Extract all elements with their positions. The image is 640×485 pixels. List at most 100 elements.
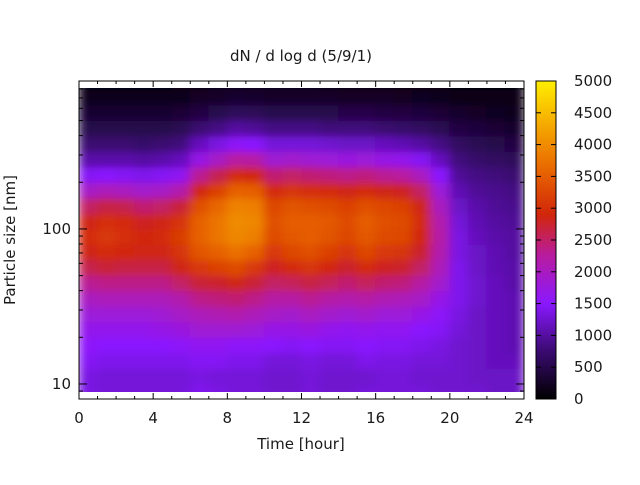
heatmap-cell xyxy=(486,321,506,338)
heatmap-cell xyxy=(430,383,451,392)
heatmap-cell xyxy=(263,321,284,338)
heatmap-cell xyxy=(152,321,173,338)
heatmap-cell xyxy=(189,212,210,230)
x-tick-label: 12 xyxy=(292,409,311,427)
heatmap-cell xyxy=(282,166,302,183)
heatmap-cell xyxy=(245,181,265,199)
heatmap-cell xyxy=(486,119,506,137)
heatmap-cell xyxy=(449,181,469,199)
heatmap-cell xyxy=(356,119,377,137)
heatmap-cell xyxy=(171,119,191,137)
heatmap-cell xyxy=(245,259,265,276)
heatmap-cell xyxy=(226,166,247,183)
heatmap-cell xyxy=(245,135,265,152)
heatmap-cell xyxy=(467,166,488,183)
heatmap-cell xyxy=(282,321,302,338)
x-tick-label: 16 xyxy=(366,409,385,427)
heatmap-cell xyxy=(338,336,358,354)
heatmap-cell xyxy=(189,367,210,385)
heatmap-cell xyxy=(504,104,524,121)
heatmap-cell xyxy=(430,305,451,323)
x-tick-label: 0 xyxy=(74,409,84,427)
heatmap-cell xyxy=(301,119,321,137)
heatmap-cell xyxy=(449,197,469,214)
heatmap-cell xyxy=(282,197,302,214)
heatmap-cell xyxy=(467,150,488,168)
heatmap-cell xyxy=(115,104,136,121)
heatmap-cell xyxy=(430,166,451,183)
heatmap-cell xyxy=(301,104,321,121)
heatmap-cell xyxy=(449,352,469,369)
heatmap-cell xyxy=(449,104,469,121)
heatmap-cell xyxy=(263,352,284,369)
heatmap-cell xyxy=(356,135,377,152)
heatmap-cell xyxy=(152,135,173,152)
heatmap-cell xyxy=(282,336,302,354)
heatmap-cell xyxy=(486,352,506,369)
heatmap-cell xyxy=(338,305,358,323)
heatmap-cell xyxy=(97,119,117,137)
heatmap-cell xyxy=(189,383,210,392)
heatmap-cell xyxy=(504,259,524,276)
heatmap-cell xyxy=(504,228,524,245)
heatmap-cell xyxy=(338,181,358,199)
heatmap-cell xyxy=(226,88,247,90)
heatmap-cell xyxy=(226,197,247,214)
heatmap-cell xyxy=(504,243,524,261)
heatmap-cell xyxy=(263,336,284,354)
heatmap-cell xyxy=(115,259,136,276)
heatmap-cell xyxy=(226,259,247,276)
heatmap-cell xyxy=(226,150,247,168)
heatmap-cell xyxy=(486,243,506,261)
heatmap-cell xyxy=(393,212,414,230)
heatmap-cell xyxy=(208,88,228,106)
heatmap-cell xyxy=(134,212,154,230)
heatmap-cell xyxy=(375,259,395,276)
heatmap-cell xyxy=(282,119,302,137)
heatmap-cell xyxy=(171,305,191,323)
heatmap-cell xyxy=(356,321,377,338)
heatmap-cell xyxy=(467,383,488,392)
heatmap-cell xyxy=(393,228,414,245)
heatmap-cell xyxy=(115,290,136,307)
heatmap-cell xyxy=(134,321,154,338)
heatmap-cell xyxy=(504,166,524,183)
heatmap-cell xyxy=(430,181,451,199)
heatmap-cell xyxy=(134,197,154,214)
heatmap-cell xyxy=(189,352,210,369)
heatmap-cell xyxy=(467,88,488,90)
heatmap-cell xyxy=(486,212,506,230)
heatmap-cell xyxy=(134,181,154,199)
heatmap-cell xyxy=(189,336,210,354)
heatmap-cell xyxy=(115,119,136,137)
heatmap-cell xyxy=(449,290,469,307)
heatmap-cell xyxy=(356,290,377,307)
heatmap-cell xyxy=(504,197,524,214)
heatmap-cell xyxy=(375,88,395,90)
heatmap-cell xyxy=(449,321,469,338)
heatmap-cell xyxy=(504,88,524,106)
heatmap-cell xyxy=(152,305,173,323)
heatmap-cell xyxy=(449,274,469,292)
heatmap-cell xyxy=(245,290,265,307)
heatmap-cell xyxy=(467,336,488,354)
heatmap-cell xyxy=(412,197,432,214)
heatmap-cell xyxy=(208,352,228,369)
heatmap-cell xyxy=(79,290,99,307)
heatmap-cell xyxy=(504,181,524,199)
heatmap-cell xyxy=(375,321,395,338)
heatmap-cell xyxy=(301,197,321,214)
heatmap-cell xyxy=(226,274,247,292)
heatmap-cell xyxy=(152,212,173,230)
heatmap-cell xyxy=(412,104,432,121)
heatmap-cell xyxy=(245,228,265,245)
heatmap-cell xyxy=(430,88,451,90)
heatmap-cell xyxy=(189,88,210,106)
heatmap-cell xyxy=(134,104,154,121)
heatmap-cell xyxy=(375,88,395,106)
heatmap-cell xyxy=(263,274,284,292)
heatmap-cell xyxy=(152,197,173,214)
heatmap-cell xyxy=(393,336,414,354)
heatmap-cell xyxy=(412,274,432,292)
heatmap-cell xyxy=(226,290,247,307)
